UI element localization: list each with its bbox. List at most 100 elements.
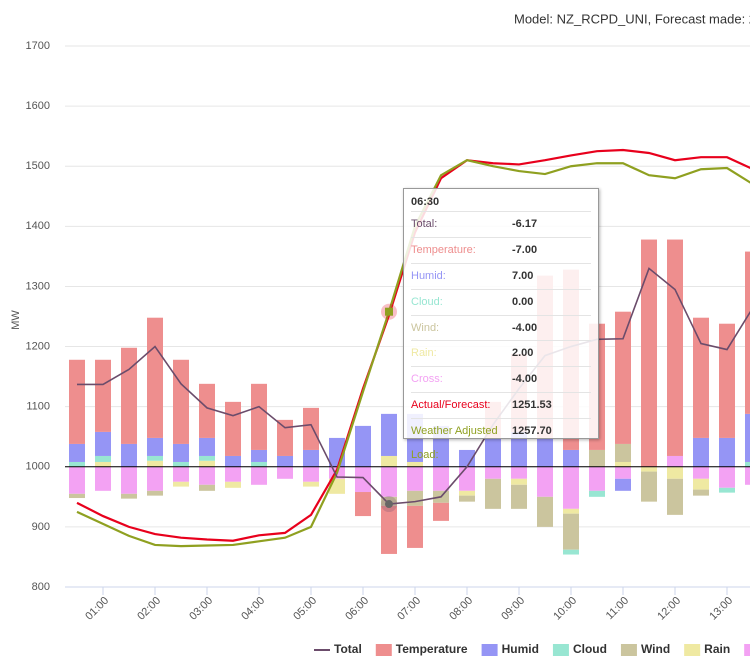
- bar: [641, 466, 657, 472]
- y-tick-label: 1300: [26, 280, 50, 292]
- chart-title: Model: NZ_RCPD_UNI, Forecast made: 20: [514, 11, 750, 26]
- tooltip-value: -4.00: [512, 373, 538, 386]
- tooltip-row: Cross: -4.00: [411, 366, 591, 392]
- bar: [667, 466, 683, 479]
- legend-symbol: [552, 644, 569, 656]
- y-tick-label: 1000: [26, 461, 50, 473]
- bar: [485, 478, 501, 509]
- bar: [69, 493, 85, 499]
- bar: [459, 449, 475, 467]
- bar: [563, 513, 579, 550]
- bar: [667, 239, 683, 456]
- legend-label: Total: [334, 642, 362, 656]
- bar: [121, 493, 137, 499]
- tooltip-title: 06:30: [411, 196, 440, 208]
- bar: [459, 495, 475, 502]
- bar: [433, 502, 449, 521]
- tooltip-label: Rain:: [411, 347, 437, 360]
- bar: [173, 359, 189, 444]
- bar: [563, 549, 579, 555]
- tooltip-row: Cloud: 0.00: [411, 288, 591, 315]
- bar: [95, 455, 111, 462]
- bar: [251, 461, 267, 467]
- tooltip-label: Cross:: [411, 373, 443, 386]
- tooltip-label: Cloud:: [411, 295, 443, 308]
- bar: [277, 466, 293, 479]
- bar: [173, 461, 189, 467]
- bar: [615, 461, 631, 467]
- bar: [719, 323, 735, 438]
- bar: [563, 449, 579, 467]
- bar: [69, 466, 85, 494]
- hover-marker: [385, 500, 393, 509]
- bar: [95, 466, 111, 491]
- bar: [225, 455, 241, 467]
- tooltip-row: Temperature: -7.00: [411, 236, 591, 263]
- bar: [225, 466, 241, 482]
- bar: [277, 455, 293, 467]
- bar: [641, 239, 657, 467]
- legend-label: Temperature: [396, 642, 468, 656]
- x-tick-label: 06:00: [343, 595, 371, 623]
- tooltip-label: Temperature:: [411, 243, 476, 256]
- bar: [147, 317, 163, 438]
- tooltip-value: 1257.70: [512, 425, 552, 438]
- bar: [381, 505, 397, 554]
- bar: [199, 437, 215, 456]
- bar: [355, 492, 371, 517]
- bar: [589, 449, 605, 467]
- bar: [719, 437, 735, 467]
- bar: [199, 460, 215, 467]
- bar: [173, 466, 189, 482]
- tooltip-row: Total: -6.17: [411, 211, 591, 237]
- bar: [251, 466, 267, 485]
- bar: [407, 490, 423, 506]
- bar: [745, 413, 750, 462]
- bar: [459, 490, 475, 496]
- bar: [615, 478, 631, 491]
- bar: [433, 466, 449, 491]
- bar: [615, 443, 631, 462]
- bar: [693, 437, 709, 467]
- x-tick-label: 04:00: [239, 595, 267, 623]
- bar: [589, 466, 605, 491]
- x-tick-label: 02:00: [135, 595, 163, 623]
- bar: [381, 413, 397, 456]
- legend-label: Rain: [704, 642, 730, 656]
- bar: [251, 383, 267, 450]
- y-tick-label: 900: [32, 521, 50, 533]
- bar: [563, 466, 579, 509]
- bar: [303, 449, 319, 467]
- tooltip-row: Humid: 7.00: [411, 262, 591, 289]
- bar: [173, 481, 189, 487]
- bar: [173, 443, 189, 462]
- y-tick-label: 1600: [26, 100, 50, 112]
- tooltip-row: Rain: 2.00: [411, 340, 591, 366]
- bar: [355, 425, 371, 467]
- bar: [147, 466, 163, 491]
- bar: [511, 431, 527, 467]
- bar: [745, 251, 750, 414]
- tooltip-label: Total:: [411, 218, 438, 230]
- legend-symbol: [620, 644, 637, 656]
- tooltip-row: Wind: -4.00: [411, 314, 591, 341]
- bar: [563, 508, 579, 514]
- bar: [225, 481, 241, 488]
- bar: [485, 437, 501, 467]
- x-tick-label: 07:00: [395, 595, 423, 623]
- legend-symbol: [744, 644, 750, 656]
- y-tick-label: 800: [32, 581, 50, 593]
- x-tick-label: 12:00: [655, 595, 683, 623]
- bar: [511, 478, 527, 485]
- bar: [407, 461, 423, 467]
- x-tick-label: 03:00: [187, 595, 215, 623]
- x-tick-label: 01:00: [83, 595, 111, 623]
- tooltip-label: Actual/Forecast:: [411, 399, 491, 412]
- bar: [537, 437, 553, 467]
- bar: [69, 359, 85, 444]
- tooltip-row: Weather Adjusted Load: 1257.70: [411, 418, 591, 461]
- bar: [511, 466, 527, 479]
- bar: [641, 471, 657, 502]
- bar: [95, 359, 111, 432]
